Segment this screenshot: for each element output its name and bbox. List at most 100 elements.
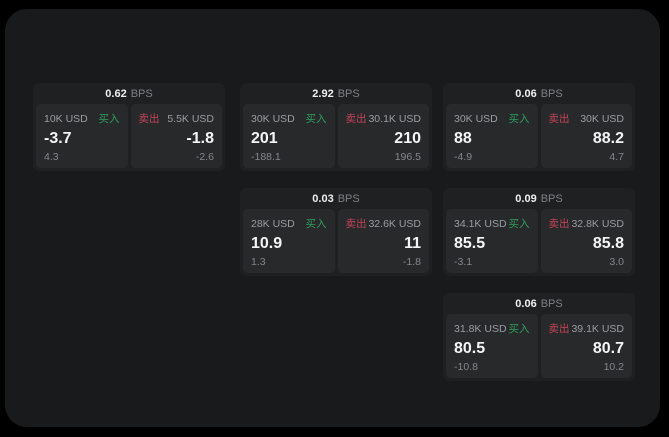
buy-tile-top-row: 34.1K USD 买入 <box>454 216 530 231</box>
sell-side-label: 卖出 <box>548 113 570 125</box>
sell-sub-value: 4.7 <box>609 150 624 163</box>
buy-sub-value: 1.3 <box>251 255 266 268</box>
buy-sub-value: 4.3 <box>44 150 59 163</box>
sell-sub-value: 10.2 <box>603 360 624 373</box>
bps-value: 2.92 <box>312 87 334 100</box>
sell-price: 80.7 <box>592 339 624 357</box>
buy-tile-top-row: 31.8K USD 买入 <box>454 321 530 336</box>
bps-unit-label: BPS <box>337 192 360 205</box>
buy-side-label: 买入 <box>508 218 530 230</box>
sell-side-label: 卖出 <box>138 113 160 125</box>
buy-sub-value: -188.1 <box>251 150 281 163</box>
quote-card-body: 30K USD 买入 88 -4.9 卖出 30K USD 88.2 4.7 <box>443 104 635 171</box>
sell-sub-value: 196.5 <box>394 150 421 163</box>
buy-amount: 30K USD <box>454 112 498 125</box>
quote-card: 0.03 BPS 28K USD 买入 10.9 1.3 卖出 32.6K US… <box>240 188 432 276</box>
bps-value: 0.06 <box>515 87 537 100</box>
sell-sub-value: 3.0 <box>609 255 624 268</box>
buy-side-label: 买入 <box>305 113 327 125</box>
buy-amount: 31.8K USD <box>454 322 507 335</box>
bps-header: 2.92 BPS <box>240 83 432 104</box>
quotes-panel: 0.62 BPS 10K USD 买入 -3.7 4.3 卖出 5.5K USD… <box>5 9 660 427</box>
buy-tile[interactable]: 28K USD 买入 10.9 1.3 <box>243 209 335 273</box>
quote-card-body: 10K USD 买入 -3.7 4.3 卖出 5.5K USD -1.8 -2.… <box>33 104 225 171</box>
buy-tile-top-row: 30K USD 买入 <box>251 111 327 126</box>
quote-card-body: 34.1K USD 买入 85.5 -3.1 卖出 32.8K USD 85.8… <box>443 209 635 276</box>
buy-side-label: 买入 <box>98 113 120 125</box>
bps-header: 0.03 BPS <box>240 188 432 209</box>
bps-unit-label: BPS <box>130 87 153 100</box>
buy-tile-top-row: 10K USD 买入 <box>44 111 120 126</box>
quote-card-body: 31.8K USD 买入 80.5 -10.8 卖出 39.1K USD 80.… <box>443 314 635 381</box>
sell-tile-top-row: 卖出 5.5K USD <box>139 111 215 126</box>
sell-tile[interactable]: 卖出 39.1K USD 80.7 10.2 <box>540 314 632 378</box>
sell-sub-value: -2.6 <box>195 150 214 163</box>
sell-tile[interactable]: 卖出 30K USD 88.2 4.7 <box>540 104 632 168</box>
bps-unit-label: BPS <box>540 297 563 310</box>
buy-amount: 34.1K USD <box>454 217 507 230</box>
sell-tile-top-row: 卖出 30K USD <box>549 111 625 126</box>
sell-amount: 30K USD <box>580 112 624 125</box>
sell-tile[interactable]: 卖出 32.6K USD 11 -1.8 <box>337 209 429 273</box>
buy-price: -3.7 <box>44 129 72 147</box>
buy-price: 201 <box>251 129 278 147</box>
buy-tile[interactable]: 34.1K USD 买入 85.5 -3.1 <box>446 209 538 273</box>
bps-header: 0.06 BPS <box>443 293 635 314</box>
bps-unit-label: BPS <box>540 87 563 100</box>
bps-header: 0.62 BPS <box>33 83 225 104</box>
buy-tile[interactable]: 30K USD 买入 201 -188.1 <box>243 104 335 168</box>
sell-price: -1.8 <box>186 129 214 147</box>
sell-price: 210 <box>394 129 421 147</box>
quote-card-body: 28K USD 买入 10.9 1.3 卖出 32.6K USD 11 -1.8 <box>240 209 432 276</box>
buy-sub-value: -3.1 <box>454 255 473 268</box>
sell-tile[interactable]: 卖出 5.5K USD -1.8 -2.6 <box>130 104 222 168</box>
sell-tile[interactable]: 卖出 32.8K USD 85.8 3.0 <box>540 209 632 273</box>
bps-value: 0.09 <box>515 192 537 205</box>
sell-sub-value: -1.8 <box>402 255 421 268</box>
sell-amount: 32.6K USD <box>368 217 421 230</box>
buy-price: 85.5 <box>454 234 486 252</box>
sell-price: 85.8 <box>592 234 624 252</box>
buy-tile-top-row: 30K USD 买入 <box>454 111 530 126</box>
bps-value: 0.62 <box>105 87 127 100</box>
bps-header: 0.06 BPS <box>443 83 635 104</box>
buy-tile[interactable]: 31.8K USD 买入 80.5 -10.8 <box>446 314 538 378</box>
buy-side-label: 买入 <box>508 113 530 125</box>
buy-price: 10.9 <box>251 234 283 252</box>
buy-side-label: 买入 <box>508 323 530 335</box>
sell-price: 88.2 <box>592 129 624 147</box>
buy-sub-value: -4.9 <box>454 150 473 163</box>
quote-card: 0.06 BPS 30K USD 买入 88 -4.9 卖出 30K USD 8… <box>443 83 635 171</box>
sell-side-label: 卖出 <box>345 113 367 125</box>
buy-price: 80.5 <box>454 339 486 357</box>
bps-unit-label: BPS <box>540 192 563 205</box>
bps-value: 0.06 <box>515 297 537 310</box>
sell-tile[interactable]: 卖出 30.1K USD 210 196.5 <box>337 104 429 168</box>
buy-amount: 28K USD <box>251 217 295 230</box>
buy-sub-value: -10.8 <box>454 360 478 373</box>
quote-card: 2.92 BPS 30K USD 买入 201 -188.1 卖出 30.1K … <box>240 83 432 171</box>
sell-tile-top-row: 卖出 39.1K USD <box>549 321 625 336</box>
buy-price: 88 <box>454 129 472 147</box>
buy-side-label: 买入 <box>305 218 327 230</box>
sell-tile-top-row: 卖出 32.8K USD <box>549 216 625 231</box>
sell-tile-top-row: 卖出 32.6K USD <box>346 216 422 231</box>
quote-card: 0.62 BPS 10K USD 买入 -3.7 4.3 卖出 5.5K USD… <box>33 83 225 171</box>
sell-amount: 39.1K USD <box>571 322 624 335</box>
sell-amount: 5.5K USD <box>167 112 214 125</box>
buy-tile[interactable]: 10K USD 买入 -3.7 4.3 <box>36 104 128 168</box>
bps-header: 0.09 BPS <box>443 188 635 209</box>
bps-value: 0.03 <box>312 192 334 205</box>
bps-unit-label: BPS <box>337 87 360 100</box>
sell-side-label: 卖出 <box>548 323 570 335</box>
buy-tile-top-row: 28K USD 买入 <box>251 216 327 231</box>
sell-tile-top-row: 卖出 30.1K USD <box>346 111 422 126</box>
sell-amount: 32.8K USD <box>571 217 624 230</box>
quote-card: 0.09 BPS 34.1K USD 买入 85.5 -3.1 卖出 32.8K… <box>443 188 635 276</box>
sell-side-label: 卖出 <box>548 218 570 230</box>
quote-card-body: 30K USD 买入 201 -188.1 卖出 30.1K USD 210 1… <box>240 104 432 171</box>
sell-price: 11 <box>404 234 421 252</box>
buy-amount: 10K USD <box>44 112 88 125</box>
sell-side-label: 卖出 <box>345 218 367 230</box>
buy-tile[interactable]: 30K USD 买入 88 -4.9 <box>446 104 538 168</box>
